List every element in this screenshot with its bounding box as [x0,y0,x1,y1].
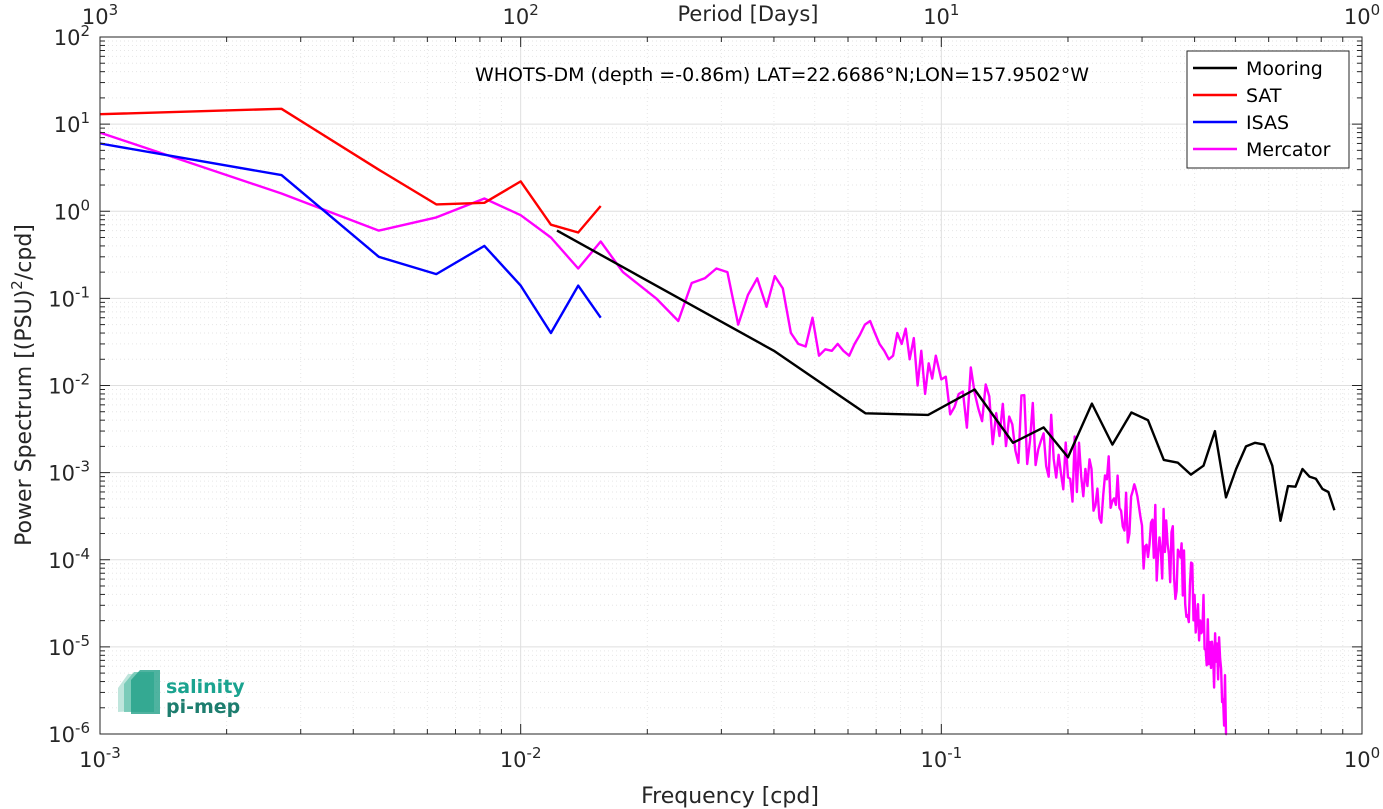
top-tick-label: 102 [503,1,539,29]
top-axis-label: Period [Days] [678,2,819,26]
logo-text-line1: salinity [166,676,245,698]
series-mercator-line [99,131,1228,736]
y-tick-label: 10-4 [48,545,90,573]
x-tick-label: 10-1 [920,744,962,772]
legend-label: ISAS [1246,112,1289,134]
y-tick-label: 10-3 [48,458,90,486]
x-tick-label: 10-3 [79,744,121,772]
legend-label: Mercator [1246,139,1331,161]
y-tick-label: 101 [54,109,90,137]
y-tick-label: 10-1 [48,283,90,311]
y-tick-label: 10-2 [48,371,90,399]
axis-ticks [99,36,1363,735]
svg-text:Power Spectrum [(PSU)2/cpd]: Power Spectrum [(PSU)2/cpd] [8,224,37,546]
top-tick-label: 100 [1344,1,1380,29]
series-sat-line [99,107,602,234]
chart-title: WHOTS-DM (depth =-0.86m) LAT=22.6686°N;L… [475,64,1089,86]
series-isas-line [99,142,602,335]
salinity-pi-mep-logo: salinity pi-mep [118,670,245,718]
series-layer [99,107,1336,736]
logo-text-line2: pi-mep [166,696,240,718]
y-axis-label: Power Spectrum [(PSU)2/cpd] [8,224,37,546]
y-tick-label: 102 [54,22,90,50]
top-tick-label: 101 [923,1,959,29]
y-tick-label: 10-6 [48,719,90,747]
y-tick-label: 100 [54,196,90,224]
y-tick-label: 10-5 [48,632,90,660]
legend-label: Mooring [1246,58,1323,80]
legend: Mooring SAT ISAS Mercator [1186,50,1350,169]
x-tick-label: 100 [1344,744,1380,772]
legend-label: SAT [1246,85,1282,107]
top-tick-label: 103 [82,1,118,29]
series-mooring-line [556,229,1336,522]
x-axis-label: Frequency [cpd] [641,784,819,809]
x-tick-label: 10-2 [500,744,542,772]
